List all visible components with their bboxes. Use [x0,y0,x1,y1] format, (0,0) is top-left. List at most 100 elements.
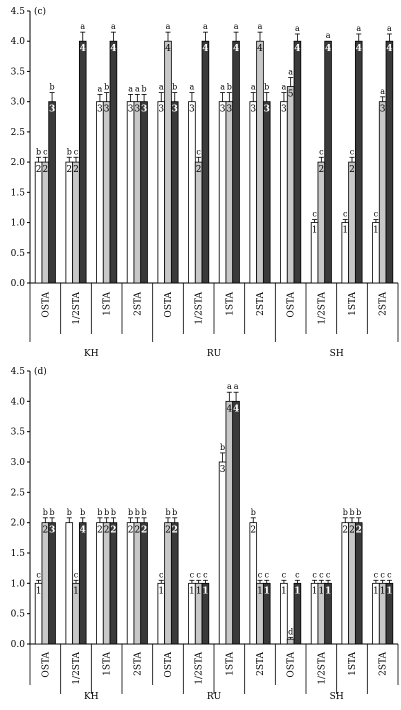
significance-label: a [190,83,195,92]
panel-label: (d) [34,366,47,377]
x-category-label: 2STA [379,652,389,676]
bar [140,522,148,645]
significance-label: a [80,22,85,31]
bar [126,101,135,284]
bar-inner-label: 1 [386,586,392,596]
significance-label: b [227,83,232,92]
significance-label: a [203,22,208,31]
significance-label: b [142,508,147,517]
bar [286,86,295,284]
significance-label: c [196,147,201,156]
significance-label: b [104,83,109,92]
significance-label: b [67,147,72,156]
significance-label: a [258,22,263,31]
bar-inner-label: 1 [373,586,379,596]
y-tick-label: 3.0 [11,458,26,468]
significance-label: b [67,508,72,517]
x-category-label: 2STA [256,292,266,316]
bar [170,101,179,284]
significance-label: a [166,22,171,31]
significance-label: c [265,570,270,579]
y-tick-label: 0.5 [11,610,26,620]
bar [188,101,196,284]
bar [164,522,172,645]
bar [157,101,166,284]
significance-label: a [220,83,225,92]
bar-inner-label: 1 [73,586,79,596]
significance-label: b [111,508,116,517]
bar [126,522,135,645]
bar [378,101,387,284]
y-tick-label: 3.5 [11,67,26,77]
bar-inner-label: 4 [257,44,263,54]
bar-inner-label: 1 [342,226,348,236]
bar-inner-label: 1 [202,586,208,596]
significance-label: a [295,24,300,33]
bar [72,161,80,284]
bar-inner-label: 3 [134,105,140,115]
bar-inner-label: 4 [226,404,232,414]
bar [164,40,172,284]
significance-label: a [227,382,232,391]
bar-inner-label: 2 [342,526,348,536]
significance-label: c [312,570,317,579]
significance-label: c [74,570,79,579]
bar [96,101,104,284]
x-category-label: OSTA [287,652,297,678]
bar-inner-label: 1 [373,226,379,236]
significance-label: b [251,508,256,517]
bar-inner-label: 3 [172,105,178,115]
bar-inner-label: 4 [202,44,208,54]
bar-inner-label: 4 [325,44,331,54]
significance-label: c [350,147,355,156]
significance-label: a [326,31,331,40]
y-tick-label: 1.5 [11,188,26,198]
bar-inner-label: 2 [110,526,116,536]
significance-label: a [288,67,293,76]
significance-label: c [380,570,385,579]
significance-label: a [380,87,385,96]
bar [34,161,43,284]
significance-label: a [234,22,239,31]
significance-label: c [295,570,300,579]
significance-label: c [36,570,41,579]
significance-label: b [135,508,140,517]
significance-label: b [264,83,269,92]
x-category-label: 1STA [225,292,235,316]
y-tick-label: 2.5 [11,488,26,498]
bar [249,101,258,284]
bar [280,101,288,284]
y-tick-label: 2.5 [11,128,26,138]
bar [78,40,87,284]
bar [232,400,240,645]
bar-inner-label: 2 [250,526,256,536]
bar [232,40,240,284]
y-tick-label: 4.5 [11,7,26,17]
x-group-label: RU [207,349,222,359]
bar-inner-label: 1 [158,586,164,596]
significance-label: c [43,147,48,156]
bar-inner-label: 4 [165,44,171,54]
bar [133,522,142,645]
significance-label: d [288,627,293,636]
significance-label: c [196,570,201,579]
bar [133,101,142,284]
x-category-label: 2STA [256,652,266,676]
x-category-label: 1STA [225,652,235,676]
significance-label: a [135,84,140,93]
y-tick-label: 2.0 [11,158,26,168]
significance-label: b [50,508,55,517]
bar-inner-label: 2 [42,165,48,175]
x-group-label: SH [330,692,344,702]
bar [102,101,111,284]
x-category-label: 1/2STA [72,292,82,325]
x-category-label: 1/2STA [195,652,205,685]
bar [41,522,50,645]
bar-inner-label: 2 [172,526,178,536]
y-tick-label: 1.0 [11,579,26,589]
significance-label: a [387,24,392,33]
significance-label: a [98,84,103,93]
significance-label: c [203,570,208,579]
significance-label: b [343,508,348,517]
significance-label: c [326,570,331,579]
